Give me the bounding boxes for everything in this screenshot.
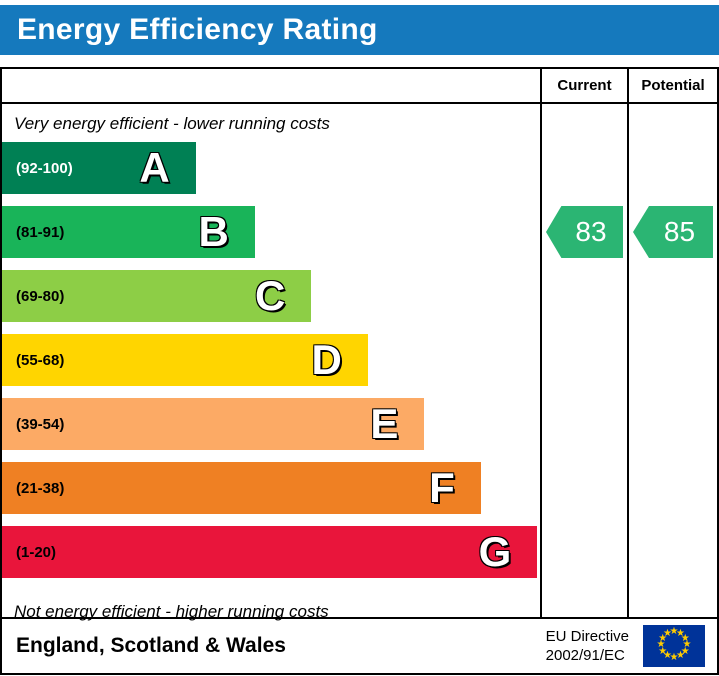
band-range-label: (69-80) [16, 287, 65, 305]
eu-directive-line1: EU Directive [545, 628, 629, 645]
band-row-a: (92-100) A [2, 142, 540, 194]
top-caption: Very energy efficient - lower running co… [14, 114, 330, 133]
band-letter-label: C [255, 272, 286, 319]
eu-flag-star: ★ [682, 639, 692, 650]
band-bar-d: (55-68) D [2, 334, 368, 386]
eu-flag-star: ★ [669, 652, 679, 663]
eu-flag-star: ★ [680, 632, 690, 644]
current-rating-arrow: 83 [546, 206, 623, 258]
band-letter-label: D [311, 336, 342, 383]
band-range-label: (21-38) [16, 479, 65, 497]
band-bar-c: (69-80) C [2, 270, 312, 322]
chart-header-row: Current Potential [2, 69, 717, 104]
band-letter-label: A [139, 144, 170, 191]
band-bar-b: (81-91) B [2, 206, 255, 258]
band-letter-label: B [198, 208, 229, 255]
eu-flag-star: ★ [669, 626, 679, 637]
eu-flag-star: ★ [663, 627, 672, 639]
eu-flag: ★ ★ ★ ★ ★ ★ ★ ★ ★ ★ ★ ★ [643, 625, 705, 667]
region-label: England, Scotland & Wales [16, 634, 286, 657]
band-bar-f: (21-38) F [2, 462, 481, 514]
eu-directive-line2: 2002/91/EC [545, 647, 625, 664]
eu-flag-star: ★ [663, 650, 672, 662]
eu-flag-star: ★ [658, 632, 668, 644]
eu-flag-star: ★ [680, 645, 690, 657]
title-bar: Energy Efficiency Rating [0, 5, 719, 55]
band-range-label: (55-68) [16, 351, 65, 369]
eu-flag-star: ★ [658, 645, 668, 657]
band-range-label: (1-20) [16, 543, 57, 561]
chart-footer: England, Scotland & Wales EU Directive 2… [2, 617, 717, 673]
eu-directive-text: EU Directive 2002/91/EC [546, 627, 629, 665]
current-rating-column: 83 [540, 104, 627, 617]
band-row-c: (69-80) C [2, 270, 540, 322]
potential-rating-value: 85 [663, 216, 696, 247]
band-letter-label: E [370, 400, 399, 447]
band-range-label: (81-91) [16, 223, 65, 241]
band-row-e: (39-54) E [2, 398, 540, 450]
band-row-b: (81-91) B [2, 206, 540, 258]
energy-rating-chart: Current Potential Very energy efficient … [0, 67, 719, 675]
bottom-caption: Not energy efficient - higher running co… [14, 602, 329, 621]
potential-column-label: Potential [641, 77, 705, 94]
band-range-label: (39-54) [16, 415, 65, 433]
band-range-label: (92-100) [16, 159, 73, 177]
eu-flag-star: ★ [656, 639, 666, 650]
band-bar-a: (92-100) A [2, 142, 196, 194]
eu-flag-star: ★ [676, 650, 685, 662]
bands-column: Very energy efficient - lower running co… [2, 104, 540, 621]
band-row-f: (21-38) F [2, 462, 540, 514]
current-rating-value: 83 [575, 216, 607, 247]
band-bar-g: (1-20) G [2, 526, 538, 578]
band-letter-label: G [478, 528, 512, 575]
band-row-g: (1-20) G [2, 526, 540, 578]
band-row-d: (55-68) D [2, 334, 540, 386]
current-column-label: Current [557, 77, 612, 94]
eu-flag-star: ★ [676, 627, 685, 639]
band-letter-label: F [429, 464, 455, 511]
chart-body: Very energy efficient - lower running co… [2, 104, 717, 621]
page-title: Energy Efficiency Rating [17, 13, 378, 46]
chart-header-spacer [2, 69, 540, 102]
potential-rating-column: 85 [627, 104, 717, 617]
rating-bands: (92-100) A (81-91) B (69-80) C [2, 140, 540, 578]
potential-rating-arrow: 85 [633, 206, 713, 258]
potential-column-header: Potential [627, 69, 717, 102]
band-bar-e: (39-54) E [2, 398, 425, 450]
current-column-header: Current [540, 69, 627, 102]
